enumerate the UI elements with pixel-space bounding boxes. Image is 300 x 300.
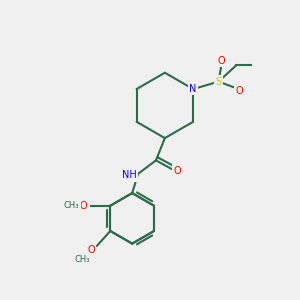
Text: O: O xyxy=(87,245,95,255)
Text: NH: NH xyxy=(122,170,136,180)
Text: CH₃: CH₃ xyxy=(74,255,90,264)
Text: S: S xyxy=(215,76,221,87)
Text: CH₃: CH₃ xyxy=(64,201,80,210)
Text: O: O xyxy=(174,166,182,176)
Text: O: O xyxy=(80,201,87,211)
Text: O: O xyxy=(218,56,225,66)
Text: O: O xyxy=(236,85,243,96)
Text: N: N xyxy=(190,84,197,94)
